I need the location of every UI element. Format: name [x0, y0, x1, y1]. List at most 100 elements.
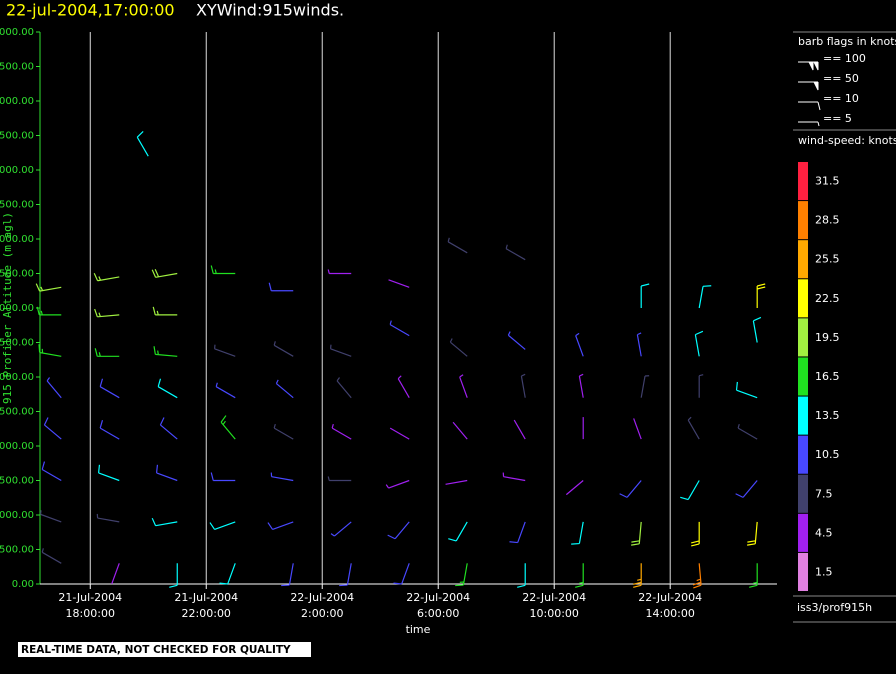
wind-barb	[35, 283, 62, 292]
wind-barb	[698, 285, 712, 309]
colorscale-box	[798, 201, 808, 240]
y-tick-label: 5500.00	[0, 200, 34, 211]
legend-label: == 50	[823, 72, 859, 85]
x-axis-label: time	[406, 623, 431, 636]
x-tick-label: 22-Jul-2004	[522, 591, 586, 604]
wind-barb	[507, 331, 526, 350]
footer: REAL-TIME DATA, NOT CHECKED FOR QUALITY	[21, 644, 291, 656]
wind-barb	[209, 521, 236, 530]
wind-barb	[517, 563, 526, 588]
wind-barb	[96, 513, 120, 523]
wind-barb	[578, 373, 584, 398]
wind-barb	[756, 283, 766, 308]
wind-barb	[336, 377, 352, 399]
wind-barb	[329, 344, 352, 357]
wind-barb	[448, 521, 468, 542]
wind-barb	[94, 348, 120, 357]
y-axis-label: 915 Profiler Altitude (m agl)	[1, 212, 14, 404]
x-tick-label: 22-Jul-2004	[638, 591, 702, 604]
y-tick-label: 7000.00	[0, 96, 34, 107]
wind-barb	[215, 382, 236, 399]
wind-barb	[389, 427, 410, 440]
chart-subtitle: XYWind:915winds.	[196, 1, 344, 20]
colorscale-box	[798, 474, 808, 513]
y-tick-label: 8000.00	[0, 27, 34, 38]
wind-barb	[752, 316, 762, 343]
y-tick-label: 1000.00	[0, 510, 34, 521]
colorscale-label: 22.5	[815, 292, 840, 305]
wind-barb	[737, 423, 758, 440]
wind-barb	[159, 417, 178, 440]
wind-barb	[43, 417, 62, 440]
wind-barb	[459, 374, 468, 398]
colorscale-box	[798, 396, 808, 435]
wind-barb	[151, 269, 178, 278]
footer-box	[18, 642, 311, 657]
wind-barb	[270, 472, 294, 482]
wind-barb	[694, 330, 704, 357]
wind-barb	[447, 237, 468, 254]
wind-barb	[455, 563, 468, 587]
wind-barb	[636, 332, 642, 357]
wind-barb	[99, 378, 120, 399]
wind-barb	[331, 423, 352, 440]
x-tick-label: 10:00:00	[530, 607, 579, 620]
wind-barb	[327, 476, 352, 482]
colorscale-label: 10.5	[815, 448, 840, 461]
wind-barb	[210, 472, 236, 482]
colorscale-title: wind-speed: knots	[798, 134, 896, 147]
wind-barb	[97, 464, 120, 482]
colorscale-box	[798, 240, 808, 279]
wind-barb	[389, 320, 410, 337]
wind-barb	[509, 521, 526, 544]
y-tick-label: 4000.00	[0, 303, 34, 314]
y-tick-label: 1500.00	[0, 476, 34, 487]
wind-barb	[111, 563, 120, 585]
wind-barb	[275, 379, 294, 399]
y-tick-label: 3500.00	[0, 338, 34, 349]
y-tick-label: 7500.00	[0, 62, 34, 73]
y-tick-label: 2500.00	[0, 407, 34, 418]
legend-label: == 10	[823, 92, 859, 105]
x-tick-label: 18:00:00	[66, 607, 115, 620]
colorscale-box	[798, 435, 808, 474]
wind-barb	[571, 521, 584, 545]
wind-barb	[397, 375, 410, 398]
wind-barb	[565, 480, 584, 496]
wind-barb	[93, 272, 120, 282]
legend-barb	[798, 81, 819, 91]
colorscale-label: 13.5	[815, 409, 840, 422]
wind-barb	[330, 521, 352, 537]
y-tick-label: 2000.00	[0, 441, 34, 452]
wind-barb	[99, 420, 120, 440]
wind-barb	[735, 480, 758, 498]
wind-barb	[94, 308, 120, 318]
x-tick-label: 22:00:00	[182, 607, 231, 620]
wind-barb	[520, 373, 526, 398]
wind-barb	[38, 344, 62, 357]
wind-barb	[502, 472, 526, 482]
wind-barb	[213, 344, 236, 357]
wind-barb	[153, 346, 178, 357]
x-tick-label: 21-Jul-2004	[58, 591, 122, 604]
colorscale-label: 7.5	[815, 487, 833, 500]
wind-barb	[691, 521, 700, 547]
legend-barb	[798, 101, 821, 111]
colorscale-label: 25.5	[815, 253, 840, 266]
wind-barb	[155, 464, 178, 482]
wind-barb	[273, 423, 294, 440]
wind-barb	[327, 269, 352, 275]
wind-barb	[575, 332, 584, 357]
wind-barb	[698, 374, 704, 398]
wind-barb	[388, 279, 410, 288]
wind-barb	[749, 563, 758, 588]
wind-barb	[640, 283, 650, 308]
legend-label: == 5	[823, 112, 852, 125]
source-label: iss3/prof915h	[797, 601, 872, 614]
colorscale-label: 19.5	[815, 331, 840, 344]
wind-barb	[680, 480, 700, 501]
wind-barb	[575, 563, 584, 588]
y-tick-label: 3000.00	[0, 372, 34, 383]
colorscale-box	[798, 552, 808, 591]
